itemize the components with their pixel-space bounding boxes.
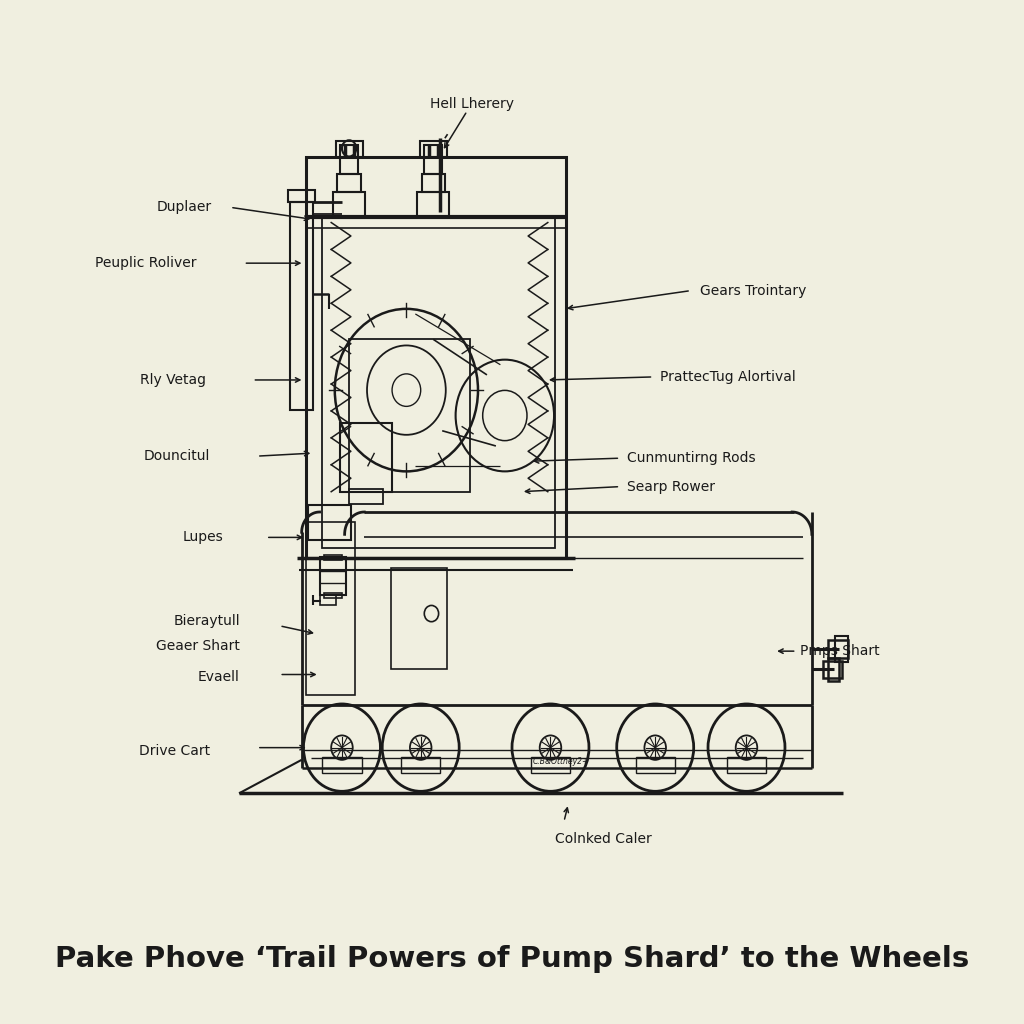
Bar [288, 190, 315, 202]
Text: Geaer Shart: Geaer Shart [156, 639, 240, 653]
Bar [420, 141, 446, 157]
Text: Searp Rower: Searp Rower [627, 479, 715, 494]
Text: Lupes: Lupes [183, 530, 224, 545]
Bar [336, 141, 362, 157]
Bar [333, 193, 366, 217]
Text: Pmps Shart: Pmps Shart [800, 644, 880, 658]
Bar [306, 522, 355, 695]
Text: PrattecTug Alortival: PrattecTug Alortival [659, 370, 796, 384]
Text: Duplaer: Duplaer [157, 201, 212, 214]
Bar [727, 757, 766, 773]
Text: Hell Lherery: Hell Lherery [430, 97, 514, 111]
Bar [349, 488, 383, 504]
Bar [340, 145, 358, 174]
Text: Pake Phove ‘Trail Powers of Pump Shard’ to the Wheels: Pake Phove ‘Trail Powers of Pump Shard’ … [55, 945, 969, 973]
Text: Peuplic Roliver: Peuplic Roliver [95, 256, 197, 270]
Bar [822, 662, 843, 678]
Text: Bieraytull: Bieraytull [173, 613, 240, 628]
Bar [308, 505, 351, 541]
Bar [391, 568, 446, 670]
Bar [340, 423, 392, 492]
Text: Drive Cart: Drive Cart [139, 743, 210, 758]
Bar [836, 636, 848, 663]
Bar [338, 174, 360, 193]
Text: Evaell: Evaell [198, 670, 240, 684]
Text: C.B&Ottney2+: C.B&Ottney2+ [534, 758, 590, 766]
Bar [636, 757, 675, 773]
Text: Gears Trointary: Gears Trointary [700, 284, 806, 298]
Bar [290, 202, 313, 411]
Bar [401, 757, 440, 773]
Bar [828, 640, 848, 658]
Bar [323, 757, 361, 773]
Bar [324, 593, 342, 598]
Text: Douncitul: Douncitul [144, 450, 210, 463]
Bar [319, 595, 336, 605]
Text: Rly Vetag: Rly Vetag [140, 373, 206, 387]
Bar [530, 757, 570, 773]
Bar [324, 555, 342, 560]
Bar [319, 557, 346, 595]
Bar [349, 339, 470, 492]
Bar [828, 658, 839, 681]
Bar [417, 193, 450, 217]
Bar [422, 174, 444, 193]
Bar [424, 145, 442, 174]
Text: Cunmuntirng Rods: Cunmuntirng Rods [627, 452, 755, 465]
Bar [323, 217, 555, 548]
Bar [306, 157, 565, 558]
Text: Colnked Caler: Colnked Caler [555, 833, 651, 846]
